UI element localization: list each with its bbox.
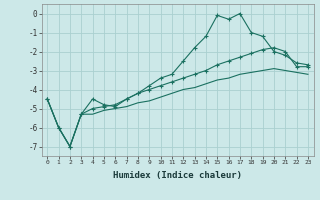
X-axis label: Humidex (Indice chaleur): Humidex (Indice chaleur) (113, 171, 242, 180)
